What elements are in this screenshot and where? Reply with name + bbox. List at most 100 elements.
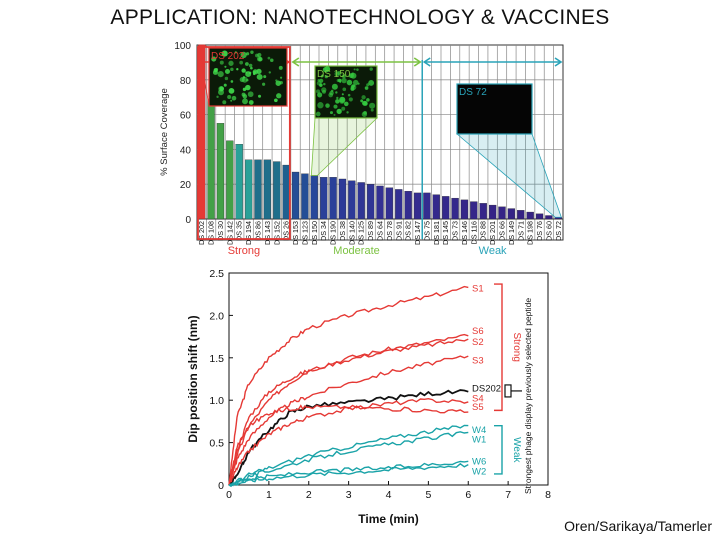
series-line-s3 (228, 355, 469, 486)
bar (357, 182, 365, 220)
fluorescent-spot (369, 102, 376, 109)
fluorescent-spot (315, 111, 321, 117)
fluorescent-spot (256, 56, 262, 62)
series-label: W4 (472, 425, 486, 436)
y-tick-label: 0 (218, 480, 224, 492)
bar-category-label: DS 66 (498, 221, 507, 241)
fluorescent-spot (248, 63, 253, 68)
bar-category-label: DS 26 (282, 221, 291, 241)
fluorescent-spot (353, 68, 356, 71)
bar (507, 208, 516, 220)
fluorescent-spot (344, 101, 349, 107)
fluorescent-spot (230, 67, 234, 72)
series-line-s6 (228, 333, 469, 486)
bar (404, 191, 412, 220)
fluorescent-spot (224, 65, 227, 68)
strong-group-outline (197, 46, 291, 240)
bar-category-label: DS 116 (469, 221, 478, 244)
bar (338, 178, 347, 220)
bar (395, 189, 403, 220)
fluorescent-spot (250, 50, 254, 54)
series-label: S4 (472, 394, 484, 405)
fluorescent-spot (317, 92, 323, 98)
bar-y-tick-label: 20 (180, 180, 192, 191)
page-title: APPLICATION: NANOTECHNOLOGY & VACCINES (110, 6, 610, 29)
series-label: DS202 (472, 383, 501, 394)
fluorescent-spot (213, 68, 218, 73)
bar (442, 196, 450, 220)
x-tick-label: 3 (346, 489, 352, 501)
bar-y-tick-label: 0 (185, 215, 191, 226)
fluorescent-spot (347, 93, 351, 97)
fluorescent-spot (216, 95, 219, 98)
fluorescent-spot (336, 78, 340, 83)
bar (226, 140, 234, 220)
x-tick-label: 6 (465, 489, 471, 501)
fluorescent-spot (224, 68, 231, 74)
fluorescent-spot (370, 108, 374, 112)
bar-category-label: DS 149 (507, 221, 516, 245)
fluorescent-spot (255, 53, 259, 58)
fluorescent-spot (250, 66, 253, 70)
bar (310, 175, 318, 220)
fluorescent-spot (274, 98, 278, 103)
fluorescent-spot (217, 70, 224, 78)
fluorescent-spot (245, 84, 251, 91)
bar (235, 144, 243, 220)
fluorescent-spot (268, 71, 271, 74)
fluorescent-spot (331, 83, 338, 90)
bar-category-label: DS 194 (244, 221, 253, 245)
fluorescent-spot (241, 76, 248, 83)
group-label: Strong (228, 245, 260, 257)
fluorescent-spot (360, 99, 364, 103)
arrow-head-left (422, 57, 431, 67)
bar-category-label: DS 201 (488, 221, 497, 245)
fluorescent-spot (222, 100, 227, 105)
bar (244, 159, 253, 220)
bar (376, 185, 384, 220)
bar (460, 199, 469, 220)
bar-category-label: DS 91 (394, 221, 403, 241)
fluorescent-spot (230, 80, 234, 83)
bar-category-label: DS 75 (422, 221, 431, 241)
bar-category-label: DS 143 (263, 221, 272, 245)
fluorescent-spot (222, 51, 226, 55)
strong-bracket-label: Strong (511, 332, 522, 361)
fluorescent-spot (339, 98, 345, 104)
fluorescent-spot (350, 84, 357, 91)
fluorescent-spot (335, 99, 340, 104)
bar-y-tick-label: 60 (180, 111, 192, 122)
fluorescent-spot (341, 106, 346, 111)
bar-category-label: DS 71 (516, 221, 525, 241)
bar-category-label: DS 34 (319, 221, 328, 241)
bar (423, 192, 431, 220)
bar (470, 201, 478, 220)
series-label: S6 (472, 326, 484, 337)
group-label: Weak (479, 245, 507, 257)
bar-category-label: DS 125 (357, 221, 366, 245)
x-tick-label: 1 (266, 489, 272, 501)
fluorescent-spot (346, 111, 349, 114)
bar-category-label: DS 64 (376, 221, 385, 241)
fluorescent-spot (252, 72, 256, 76)
bar-category-label: DS 146 (460, 221, 469, 245)
dip-shift-line-chart: 0 1 2 3 4 5 6 7 8 0 0.5 1.0 1.5 2.0 2.5 Time (min) Dip p… (186, 268, 551, 526)
fluorescent-spot (280, 76, 283, 79)
series-line-w1 (228, 431, 469, 486)
bar-y-axis-label: % Surface Coverage (159, 88, 170, 176)
bar-category-label: DS 181 (432, 221, 441, 245)
bar-category-label: DS 30 (216, 221, 225, 241)
fluorescent-spot (279, 80, 283, 85)
fluorescent-spot (321, 87, 327, 93)
bar (479, 203, 487, 220)
bar-category-label: DS 153 (291, 221, 300, 245)
series-line-s5 (228, 404, 469, 486)
fluorescent-spot (350, 72, 357, 79)
fluorescent-spot (362, 100, 368, 106)
bar-y-tick-label: 80 (180, 76, 192, 87)
x-tick-label: 0 (226, 489, 232, 501)
fluorescent-spot (333, 104, 338, 109)
strong-bracket (494, 283, 503, 412)
bar (301, 173, 309, 220)
